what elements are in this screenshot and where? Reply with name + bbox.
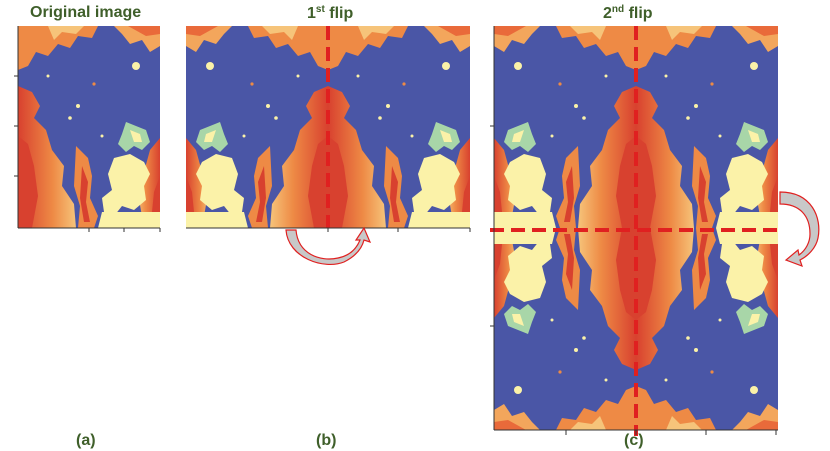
first-flip-axis-ticks	[186, 227, 471, 232]
title-second-flip-num: 2	[603, 5, 612, 22]
caption-b: (b)	[316, 432, 337, 449]
original-image	[14, 26, 161, 232]
title-first-flip-sup: st	[315, 4, 325, 15]
second-flip-axis-ticks	[490, 26, 778, 435]
title-original: Original image	[30, 4, 142, 21]
panel-original	[14, 26, 161, 232]
title-first-flip: 1st flip	[307, 4, 353, 23]
caption-a: (a)	[76, 432, 96, 449]
title-second-flip-sup: nd	[611, 4, 625, 15]
original-axis-ticks	[14, 26, 161, 232]
panel-second-flip	[490, 26, 778, 436]
second-flip-image	[490, 26, 778, 436]
second-flip-arrow	[779, 191, 820, 268]
title-second-flip-text: flip	[624, 5, 653, 22]
panel-first-flip	[186, 26, 471, 232]
caption-c: (c)	[624, 432, 644, 449]
title-second-flip: 2nd flip	[603, 4, 653, 23]
title-first-flip-text: flip	[324, 5, 354, 22]
title-first-flip-num: 1	[307, 5, 316, 22]
first-flip-image	[186, 26, 471, 232]
first-flip-arrow	[285, 226, 372, 266]
